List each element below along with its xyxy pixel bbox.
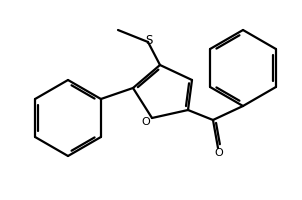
Text: O: O [215,148,223,158]
Text: S: S [145,34,153,47]
Text: O: O [142,117,150,127]
